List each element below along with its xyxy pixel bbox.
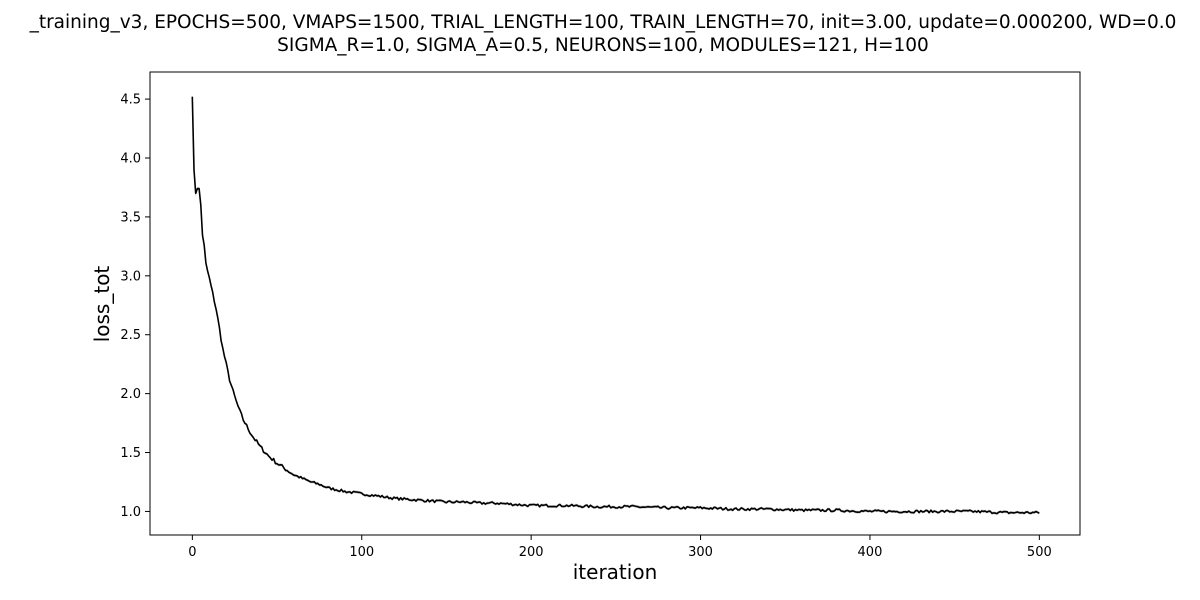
- series-confidence-band: [192, 93, 1040, 515]
- series-line: [191, 96, 1040, 515]
- y-tick-label: 1.0: [120, 505, 141, 520]
- y-tick-label: 2.5: [120, 328, 141, 343]
- y-tick-label: 1.5: [120, 446, 141, 461]
- x-tick-label: 500: [1027, 545, 1052, 560]
- y-tick-label: 3.0: [120, 269, 141, 284]
- x-tick-label: 0: [188, 545, 196, 560]
- y-tick-label: 3.5: [120, 210, 141, 225]
- x-tick-label: 400: [858, 545, 883, 560]
- y-tick-label: 4.0: [120, 152, 141, 167]
- chart-subtitle: SIGMA_R=1.0, SIGMA_A=0.5, NEURONS=100, M…: [277, 35, 929, 56]
- axes-frame: [149, 71, 1081, 536]
- plot-area: 0 100 200 300 400 500 1.0 1.5 2.0 2.5 3.0 3.5 4.0 4.5: [120, 71, 1081, 560]
- y-tick-label: 4.5: [120, 93, 141, 108]
- x-axis-label: iteration: [573, 560, 658, 584]
- chart-title: _training_v3, EPOCHS=500, VMAPS=1500, TR…: [29, 12, 1177, 33]
- x-tick-label: 300: [688, 545, 713, 560]
- x-tick-label: 200: [519, 545, 544, 560]
- y-tick-label: 2.0: [120, 387, 141, 402]
- x-tick-label: 100: [349, 545, 374, 560]
- y-axis-label: loss_tot: [90, 266, 114, 343]
